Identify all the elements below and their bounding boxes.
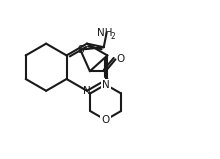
Text: NH: NH (97, 28, 112, 38)
Text: S: S (77, 45, 84, 55)
Text: N: N (83, 86, 91, 96)
Text: O: O (101, 115, 110, 125)
Text: N: N (102, 80, 110, 90)
Text: O: O (116, 54, 125, 64)
Text: 2: 2 (110, 32, 115, 41)
